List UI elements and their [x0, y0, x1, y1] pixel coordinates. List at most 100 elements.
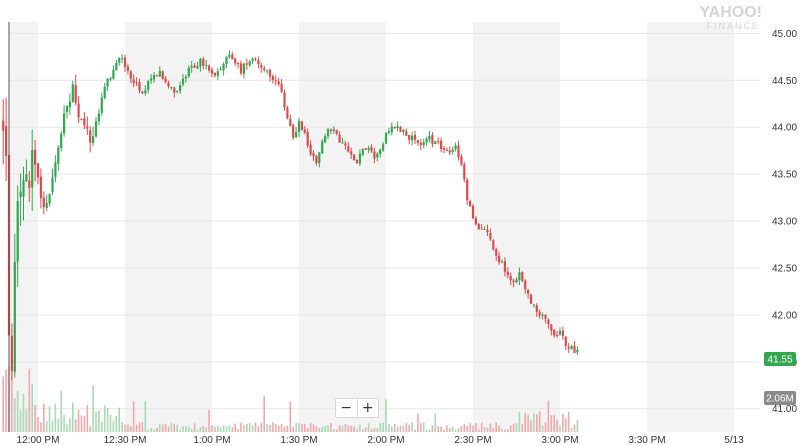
volume-bar	[86, 404, 89, 432]
volume-bar	[565, 418, 567, 432]
volume-bar	[16, 390, 19, 432]
candle	[544, 314, 547, 324]
zoom-controls: − +	[335, 398, 379, 418]
volume-bar	[408, 424, 410, 432]
time-band	[473, 22, 560, 432]
candle	[22, 166, 25, 221]
candle	[561, 326, 564, 341]
candle	[184, 74, 187, 83]
volume-bar	[208, 410, 210, 432]
volume-bar	[153, 429, 155, 432]
candle	[361, 148, 364, 157]
candle	[347, 141, 350, 153]
volume-bar	[196, 429, 199, 432]
volume-bar	[135, 424, 138, 432]
candle	[390, 122, 393, 136]
candle	[158, 66, 161, 78]
candle	[431, 132, 434, 148]
volume-bar	[199, 426, 202, 432]
candle	[306, 128, 309, 149]
candle	[42, 191, 45, 215]
candle	[379, 148, 382, 158]
volume-bar	[405, 422, 408, 432]
candle	[515, 277, 518, 284]
time-band	[9, 22, 38, 432]
volume-bar	[246, 423, 248, 432]
volume-bar	[463, 423, 466, 432]
candle	[219, 66, 222, 71]
candle	[86, 116, 89, 136]
candle	[353, 154, 356, 161]
volume-bar	[422, 422, 425, 432]
volume-bar	[306, 428, 309, 432]
volume-bar	[425, 429, 428, 432]
candle	[231, 51, 234, 60]
volume-bar	[411, 422, 413, 432]
volume-bar	[43, 403, 45, 432]
volume-bar	[544, 422, 547, 432]
candle	[518, 267, 521, 286]
volume-bar	[402, 425, 405, 432]
candle	[60, 130, 63, 152]
volume-bar	[283, 426, 286, 432]
volume-bar	[559, 425, 561, 432]
candle	[196, 61, 199, 70]
candle	[350, 147, 353, 160]
volume-bar	[298, 422, 300, 432]
candle	[115, 59, 118, 71]
candle	[474, 215, 477, 226]
volume-bar	[301, 423, 303, 432]
volume-bar	[150, 427, 152, 432]
volume-bar	[318, 427, 321, 432]
volume-bar	[338, 425, 341, 432]
candle	[315, 155, 318, 166]
volume-bar	[356, 429, 358, 432]
candle	[471, 203, 475, 219]
candle	[547, 318, 550, 329]
candle	[483, 226, 486, 231]
volume-bar	[399, 425, 402, 432]
candle	[382, 141, 385, 152]
candle	[416, 139, 419, 146]
candle	[277, 78, 280, 87]
volume-bar	[141, 422, 144, 432]
volume-bar	[277, 426, 280, 432]
volume-bar	[147, 429, 149, 432]
volume-bar	[518, 411, 521, 432]
volume-bar	[234, 423, 236, 432]
volume-bar	[138, 422, 141, 432]
volume-bar	[524, 413, 526, 432]
volume-bar	[437, 426, 439, 432]
volume-bar	[562, 413, 564, 432]
volume-bar	[367, 423, 370, 432]
candle	[228, 50, 231, 59]
candle	[112, 65, 115, 80]
volume-bar	[243, 424, 245, 432]
candle	[118, 57, 121, 66]
candle	[63, 105, 66, 137]
volume-bar	[173, 423, 176, 432]
candle	[466, 177, 469, 205]
brand-line2: FINANCE	[706, 21, 760, 31]
zoom-out-button[interactable]: −	[340, 400, 353, 416]
volume-bar	[382, 422, 384, 432]
volume-bar	[248, 422, 251, 432]
brand-watermark: YAHOO! FINANCE	[699, 4, 762, 31]
volume-bar	[350, 425, 352, 432]
candle	[297, 117, 301, 138]
candle	[161, 70, 164, 80]
candle	[34, 140, 37, 182]
time-band	[734, 22, 760, 432]
volume-bar	[512, 423, 515, 432]
candle	[506, 267, 509, 279]
candle	[500, 259, 504, 264]
candle	[141, 90, 144, 95]
volume-bar	[28, 368, 31, 432]
candle	[338, 131, 341, 143]
volume-bar	[66, 424, 68, 432]
zoom-in-button[interactable]: +	[361, 400, 374, 416]
volume-bar	[260, 422, 263, 432]
volume-bar	[434, 413, 437, 432]
volume-bar	[515, 423, 518, 432]
